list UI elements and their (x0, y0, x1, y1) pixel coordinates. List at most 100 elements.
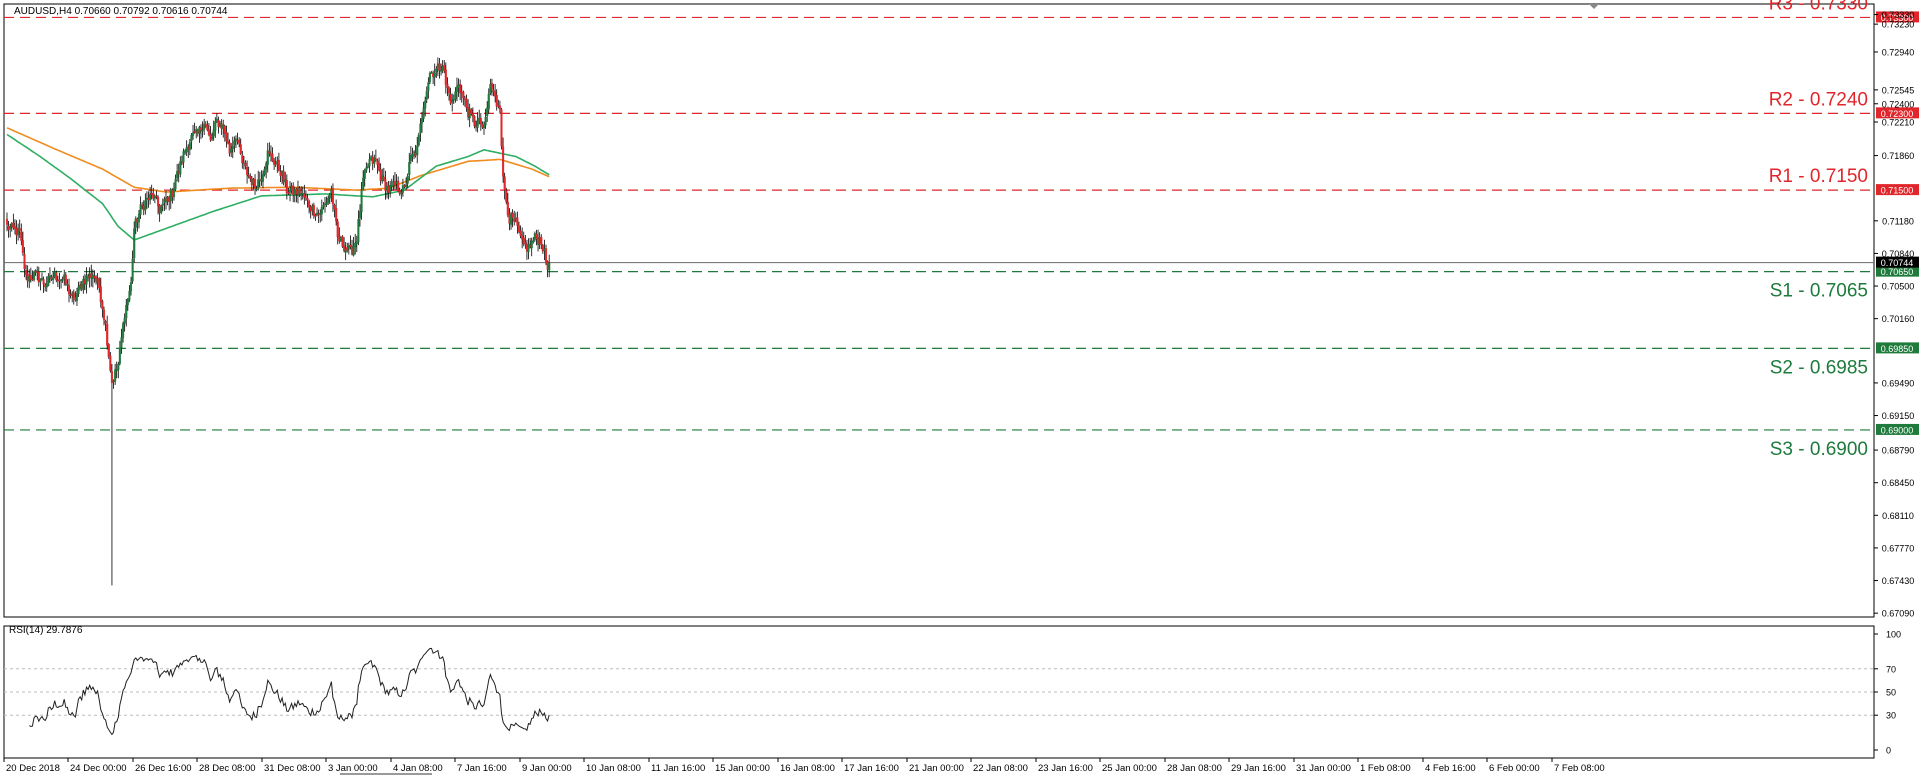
level-price-tag-text: 0.72300 (1881, 109, 1914, 119)
candle-body (203, 123, 206, 130)
candle-body (349, 244, 352, 248)
candle-body (268, 151, 271, 154)
price-tick-label: 0.72210 (1882, 117, 1915, 127)
candle-body (300, 193, 303, 196)
candle-body (238, 139, 241, 144)
candle-body (494, 91, 497, 97)
candle-body (511, 213, 514, 218)
candle-body (482, 125, 486, 129)
candle-body (433, 72, 436, 78)
candle-body (354, 242, 357, 248)
candle-body (101, 301, 104, 310)
candle-body (214, 121, 217, 131)
candle-body (139, 204, 142, 216)
candle-body (185, 147, 188, 153)
candle-body (109, 355, 112, 371)
price-tick-label: 0.69150 (1882, 411, 1915, 421)
candle-body (156, 196, 160, 207)
candle-body (67, 285, 71, 295)
candle-body (444, 69, 447, 85)
time-tick-label: 1 Feb 08:00 (1360, 763, 1411, 774)
candle-body (427, 82, 430, 92)
candle-body (42, 279, 45, 285)
candle-body (358, 211, 362, 219)
candle-body (234, 138, 238, 141)
candle-body (376, 160, 379, 165)
candle-body (85, 275, 88, 285)
candle-body (492, 90, 495, 93)
main-plot-frame (3, 3, 1875, 618)
candle-body (473, 116, 476, 127)
candle-body (18, 228, 21, 232)
time-tick-label: 10 Jan 08:00 (586, 763, 641, 774)
rsi-line (29, 647, 550, 736)
candle-body (137, 213, 141, 223)
time-tick-label: 6 Feb 00:00 (1489, 763, 1540, 774)
candle-body (447, 87, 451, 94)
candle-body (110, 370, 113, 384)
level-price-tag-text: 0.71500 (1881, 186, 1914, 196)
price-tick-label: 0.67090 (1882, 609, 1915, 619)
time-tick-label: 25 Jan 00:00 (1102, 763, 1157, 774)
candle-body (419, 123, 422, 134)
candle-body (365, 167, 368, 171)
candle-body (271, 153, 274, 162)
candle-body (72, 292, 75, 298)
candle-body (336, 221, 339, 237)
candle-body (206, 125, 209, 131)
candle-body (298, 188, 301, 195)
candle-body (66, 284, 69, 286)
candle-body (201, 129, 204, 132)
candle-body (498, 105, 501, 110)
price-tick-label: 0.70840 (1882, 249, 1915, 259)
candle-body (470, 109, 473, 114)
candle-body (522, 237, 525, 244)
symbol-header: AUDUSD,H4 0.70660 0.70792 0.70616 0.7074… (14, 6, 228, 17)
candle-body (308, 200, 311, 208)
level-label-resistance: R2 - 0.7240 (1769, 89, 1868, 110)
level-label-support: S2 - 0.6985 (1770, 357, 1868, 378)
candle-body (495, 95, 498, 107)
candle-body (471, 113, 474, 117)
level-label-resistance: R3 - 0.7330 (1769, 0, 1868, 14)
candle-body (253, 178, 257, 189)
candle-body (320, 206, 323, 215)
price-tick-label: 0.68790 (1882, 446, 1915, 456)
candle-body (306, 198, 309, 201)
candle-body (23, 254, 26, 270)
candle-body (428, 73, 431, 83)
candle-body (261, 174, 265, 182)
candle-body (77, 286, 80, 295)
candle-body (190, 134, 193, 142)
candle-body (548, 262, 551, 271)
candle-body (328, 194, 331, 199)
level-price-tag (1876, 342, 1919, 354)
candle-body (117, 364, 120, 370)
candle-body (25, 270, 28, 276)
time-tick-label: 31 Jan 00:00 (1296, 763, 1351, 774)
candle-body (133, 228, 136, 259)
candle-body (125, 304, 128, 319)
time-tick-label: 17 Jan 16:00 (844, 763, 899, 774)
candle-body (452, 99, 455, 101)
candle-body (524, 242, 527, 245)
candle-body (462, 91, 465, 99)
level-label-support: S3 - 0.6900 (1770, 439, 1868, 460)
candle-body (459, 84, 462, 93)
candle-body (335, 207, 338, 222)
candle-body (455, 86, 459, 92)
candle-body (265, 163, 268, 170)
candle-body (333, 204, 336, 210)
candle-body (182, 151, 185, 163)
candle-body (373, 157, 376, 164)
time-tick-label: 29 Jan 16:00 (1231, 763, 1286, 774)
candle-body (347, 245, 350, 249)
time-tick-label: 15 Jan 00:00 (715, 763, 770, 774)
price-tick-label: 0.70500 (1882, 282, 1915, 292)
time-tick-label: 24 Dec 00:00 (70, 763, 127, 774)
candle-body (521, 235, 524, 240)
time-tick-label: 28 Dec 08:00 (199, 763, 256, 774)
candle-body (378, 163, 381, 171)
